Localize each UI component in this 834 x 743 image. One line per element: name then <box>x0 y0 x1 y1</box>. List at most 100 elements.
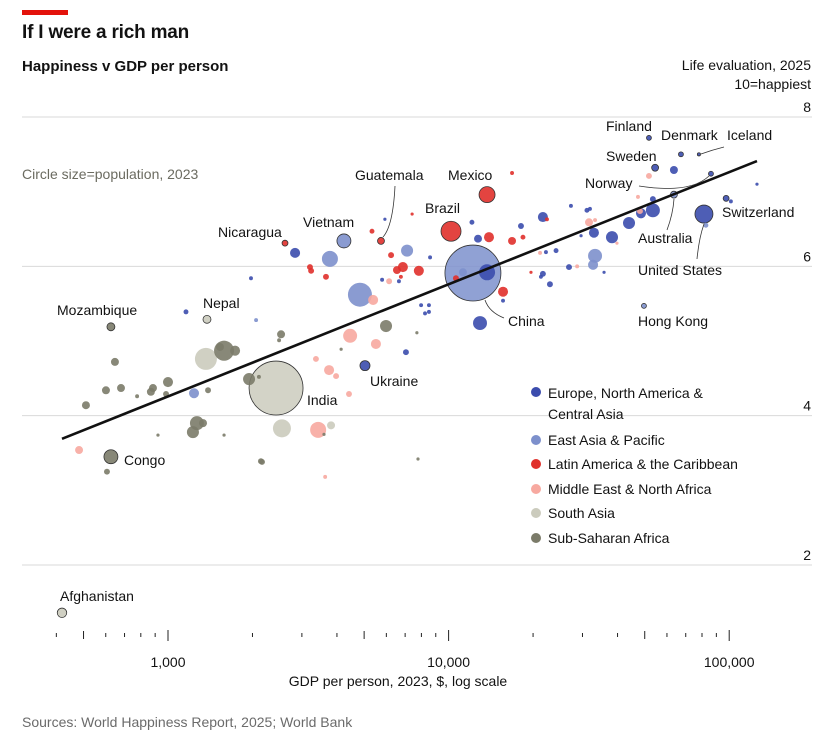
label-afghanistan: Afghanistan <box>60 588 134 604</box>
dot-region-P <box>401 244 414 257</box>
dot-region-P <box>458 268 467 277</box>
dot-region-E <box>623 216 636 230</box>
dot-region-L <box>323 273 329 280</box>
dot-region-A <box>277 338 282 343</box>
legend-swatch <box>531 459 541 469</box>
label-united-states: United States <box>638 262 722 278</box>
legend-swatch <box>531 508 541 518</box>
dot-finland <box>646 135 652 141</box>
dot-region-E <box>588 227 599 238</box>
chart-title: If I were a rich man <box>22 22 190 43</box>
dot-region-A <box>186 426 199 439</box>
x-tick-label: 1,000 <box>150 654 185 670</box>
dot-region-E <box>402 349 409 356</box>
x-axis-ticks <box>55 630 730 641</box>
dot-india <box>248 360 304 416</box>
label-brazil: Brazil <box>425 200 460 216</box>
country-labels: Afghanistan Congo Mozambique Nepal India… <box>57 118 794 604</box>
legend-label: Middle East & North Africa <box>548 480 712 497</box>
dot-region-E <box>518 223 524 229</box>
dot-region-L <box>307 264 313 271</box>
dot-region-E <box>426 303 431 308</box>
dot-region-E <box>423 311 427 316</box>
legend: Europe, North America & Central Asia Eas… <box>530 383 738 553</box>
label-finland: Finland <box>606 118 652 134</box>
leader-line-iceland <box>700 146 725 155</box>
dot-guatemala <box>377 237 385 245</box>
dot-region-P <box>321 250 338 267</box>
dot-region-A <box>222 433 226 437</box>
dot-region-L <box>369 228 375 234</box>
leader-line-norway <box>638 175 710 189</box>
dot-region-E <box>469 219 475 225</box>
label-china: China <box>508 313 545 329</box>
y-axis-title-text: Life evaluation, 2025 <box>681 57 811 73</box>
label-mozambique: Mozambique <box>57 302 137 318</box>
dot-region-M <box>312 355 319 362</box>
legend-label: Europe, North America & Central Asia <box>548 385 703 422</box>
dot-norway <box>708 170 714 177</box>
dot-region-L <box>483 232 495 243</box>
dot-region-E <box>543 250 548 255</box>
dot-region-E <box>426 309 431 314</box>
data-points <box>56 135 759 618</box>
dot-region-E <box>669 166 678 174</box>
dot-switzerland <box>722 195 730 202</box>
dot-hong-kong <box>641 303 647 309</box>
legend-item-east-asia-pacific: East Asia & Pacific <box>530 431 738 450</box>
dot-region-L <box>410 212 414 216</box>
dot-denmark <box>678 151 684 158</box>
dot-region-A <box>380 320 393 333</box>
dot-region-E <box>588 206 592 211</box>
dot-mozambique <box>106 322 116 332</box>
dot-region-E <box>579 234 583 238</box>
dot-region-S <box>272 419 291 438</box>
dot-nepal <box>202 314 212 324</box>
dot-china <box>444 244 502 302</box>
dot-region-E <box>546 281 553 288</box>
dot-region-M <box>386 278 393 285</box>
label-iceland: Iceland <box>727 127 772 143</box>
dot-region-A <box>162 377 174 388</box>
dot-region-L <box>545 217 549 222</box>
label-sweden: Sweden <box>606 148 657 164</box>
x-tick-labels: 1,000 10,000 100,000 <box>150 654 754 670</box>
dot-region-A <box>322 432 326 436</box>
legend-item-middle-east-north-africa: Middle East & North Africa <box>530 480 738 499</box>
label-denmark: Denmark <box>661 127 719 143</box>
y-axis-note: 10=happiest <box>734 76 811 92</box>
legend-label: Latin America & the Caribbean <box>548 456 738 472</box>
legend-item-europe-na-central-asia: Europe, North America & Central Asia <box>530 383 718 425</box>
dot-region-M <box>368 294 379 305</box>
dot-region-E <box>380 277 385 282</box>
label-australia: Australia <box>638 230 693 246</box>
dot-region-L <box>529 270 533 274</box>
dot-region-L <box>520 234 526 240</box>
x-tick-label: 10,000 <box>427 654 470 670</box>
dot-region-E <box>396 279 401 284</box>
leader-line-australia <box>666 198 675 231</box>
dot-region-E <box>474 234 482 243</box>
dot-region-M <box>575 264 580 269</box>
dot-region-L <box>388 252 395 259</box>
dot-region-E <box>645 203 660 218</box>
dot-region-E <box>249 276 253 281</box>
legend-item-south-asia: South Asia <box>530 504 738 523</box>
dot-region-M <box>370 338 381 349</box>
dot-region-A <box>230 345 241 356</box>
label-congo: Congo <box>124 452 165 468</box>
dot-region-P <box>188 388 200 399</box>
x-axis-title: GDP per person, 2023, $, log scale <box>288 673 508 689</box>
dot-ukraine <box>359 360 371 372</box>
legend-swatch <box>531 387 541 397</box>
dot-region-A <box>101 386 110 395</box>
dot-region-A <box>81 401 90 410</box>
dot-region-A <box>135 394 140 399</box>
dot-region-M <box>324 365 335 376</box>
dot-congo <box>103 449 119 465</box>
dot-region-E <box>383 217 387 221</box>
y-axis-title: Life evaluation, 2025 10=happiest <box>682 56 811 94</box>
brand-red-bar <box>22 10 68 15</box>
dot-region-M <box>310 421 327 438</box>
legend-swatch <box>531 483 541 494</box>
